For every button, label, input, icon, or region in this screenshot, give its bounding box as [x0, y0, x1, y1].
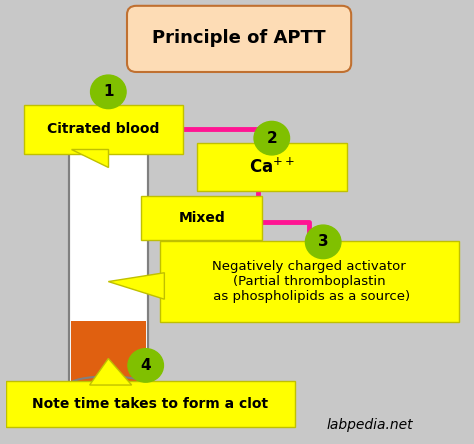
FancyBboxPatch shape: [197, 143, 346, 191]
Polygon shape: [71, 149, 109, 167]
Ellipse shape: [69, 377, 148, 394]
Ellipse shape: [69, 134, 148, 151]
Polygon shape: [90, 359, 132, 385]
Text: Ca$^{++}$: Ca$^{++}$: [249, 157, 295, 177]
Text: 3: 3: [318, 234, 328, 250]
FancyBboxPatch shape: [141, 195, 263, 240]
Circle shape: [305, 225, 341, 258]
FancyBboxPatch shape: [71, 321, 146, 383]
Text: Citrated blood: Citrated blood: [47, 123, 160, 136]
FancyBboxPatch shape: [24, 105, 183, 154]
Text: 1: 1: [103, 84, 114, 99]
Text: Negatively charged activator
(Partial thromboplastin
 as phospholipids as a sour: Negatively charged activator (Partial th…: [209, 260, 410, 303]
FancyBboxPatch shape: [160, 241, 459, 322]
Circle shape: [91, 75, 126, 109]
FancyBboxPatch shape: [6, 381, 295, 427]
Polygon shape: [109, 273, 164, 299]
Circle shape: [128, 349, 164, 382]
Text: 4: 4: [140, 358, 151, 373]
FancyBboxPatch shape: [69, 143, 148, 385]
Text: Note time takes to form a clot: Note time takes to form a clot: [32, 397, 268, 411]
Text: 2: 2: [266, 131, 277, 146]
Text: Principle of APTT: Principle of APTT: [152, 28, 326, 47]
Text: Mixed: Mixed: [178, 210, 225, 225]
FancyBboxPatch shape: [127, 6, 351, 72]
Circle shape: [254, 121, 290, 155]
Text: labpedia.net: labpedia.net: [327, 418, 413, 432]
